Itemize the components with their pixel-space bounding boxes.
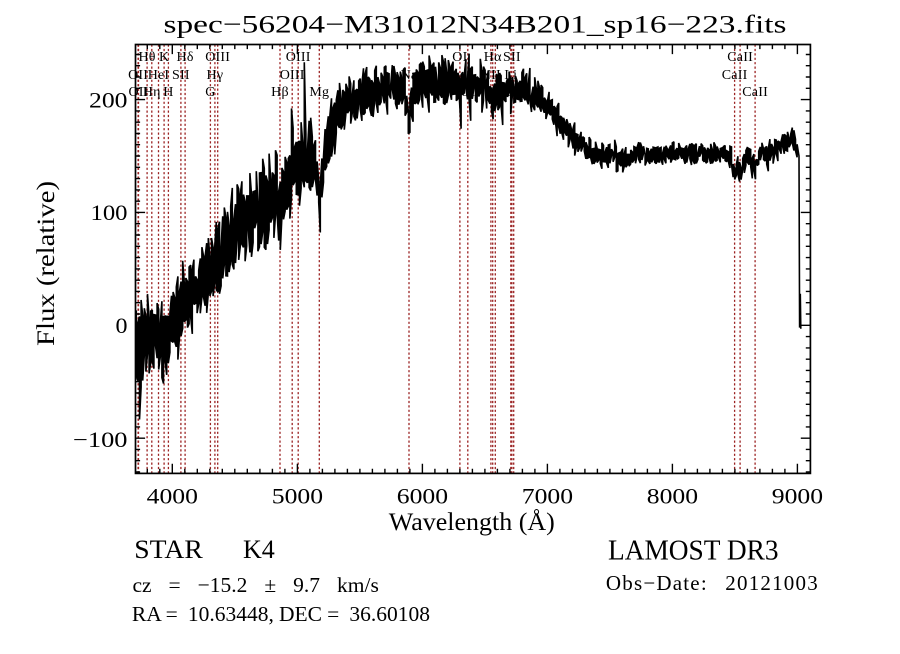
svg-text:Hδ: Hδ	[177, 50, 194, 65]
svg-text:OI: OI	[452, 50, 467, 65]
svg-text:OIII: OIII	[286, 50, 311, 65]
svg-text:Hθ: Hθ	[138, 50, 155, 65]
svg-text:Flux (relative): Flux (relative)	[33, 181, 60, 346]
svg-text:Obs−Date: 20121003: Obs−Date: 20121003	[606, 571, 819, 595]
svg-text:8000: 8000	[647, 484, 698, 509]
svg-text:100: 100	[91, 200, 128, 225]
svg-text:OIII: OIII	[205, 50, 230, 65]
svg-text:H: H	[163, 85, 173, 100]
svg-text:9000: 9000	[772, 484, 823, 509]
svg-text:spec−56204−M31012N34B201_sp16−: spec−56204−M31012N34B201_sp16−223.fits	[164, 12, 787, 39]
svg-text:Mg: Mg	[309, 85, 329, 100]
svg-text:CaII: CaII	[742, 85, 768, 100]
svg-text:OII: OII	[128, 68, 148, 83]
svg-text:cz = −15.2 ± 9.7 km/s: cz = −15.2 ± 9.7 km/s	[133, 573, 379, 597]
svg-text:OII: OII	[128, 85, 148, 100]
svg-text:Hβ: Hβ	[271, 85, 289, 100]
svg-text:K4: K4	[243, 534, 275, 564]
svg-text:G: G	[205, 85, 215, 100]
svg-text:STAR: STAR	[134, 534, 203, 564]
svg-text:6000: 6000	[397, 484, 448, 509]
svg-text:SII: SII	[503, 50, 521, 65]
svg-text:Wavelength (Å): Wavelength (Å)	[389, 509, 555, 536]
svg-text:HeI: HeI	[148, 68, 170, 83]
svg-text:K: K	[159, 50, 169, 65]
svg-text:200: 200	[89, 87, 128, 112]
svg-text:4000: 4000	[147, 484, 198, 509]
svg-text:Hα: Hα	[484, 50, 502, 65]
svg-text:CaII: CaII	[722, 68, 748, 83]
svg-text:Hγ: Hγ	[207, 68, 224, 83]
svg-text:SII: SII	[172, 68, 190, 83]
svg-text:5000: 5000	[272, 484, 323, 509]
svg-text:Hη: Hη	[143, 85, 161, 100]
svg-text:−100: −100	[73, 427, 128, 452]
svg-text:LAMOST DR3: LAMOST DR3	[608, 535, 779, 566]
svg-text:0: 0	[116, 313, 128, 338]
svg-text:7000: 7000	[522, 484, 573, 509]
svg-text:CaII: CaII	[727, 50, 753, 65]
svg-text:RA = 10.63448, DEC = 36.6010: RA = 10.63448, DEC = 36.60108	[132, 602, 430, 626]
svg-text:OIII: OIII	[280, 68, 305, 83]
